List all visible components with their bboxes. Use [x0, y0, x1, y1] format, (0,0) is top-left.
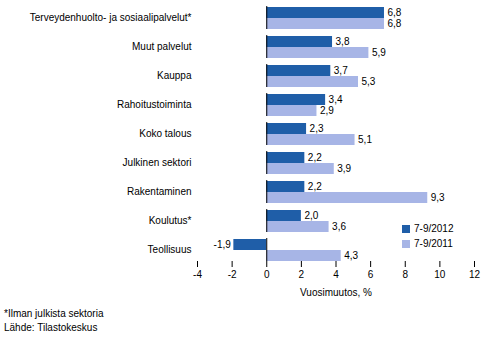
svg-text:-1,9: -1,9: [214, 239, 232, 250]
svg-text:Kauppa: Kauppa: [157, 70, 192, 81]
svg-text:Terveydenhuolto- ja sosiaalipa: Terveydenhuolto- ja sosiaalipalvelut*: [30, 12, 192, 23]
svg-text:Muut palvelut: Muut palvelut: [132, 41, 192, 52]
html-text:7-9/2011: 7-9/2011: [414, 238, 453, 249]
svg-text:6,8: 6,8: [387, 7, 401, 18]
svg-text:Rahoitustoiminta: Rahoitustoiminta: [117, 99, 192, 110]
svg-text:5,3: 5,3: [362, 76, 376, 87]
svg-text:8: 8: [402, 269, 408, 280]
svg-text:3,7: 3,7: [334, 65, 348, 76]
svg-text:2,2: 2,2: [308, 181, 322, 192]
html-text:Lähde: Tilastokeskus: Lähde: Tilastokeskus: [4, 322, 98, 333]
svg-text:3,4: 3,4: [329, 94, 343, 105]
svg-text:3,9: 3,9: [337, 163, 351, 174]
html-text:7-9/2012: 7-9/2012: [414, 223, 454, 234]
svg-text:12: 12: [469, 269, 481, 280]
svg-text:Rakentaminen: Rakentaminen: [127, 186, 191, 197]
svg-text:Koko talous: Koko talous: [139, 128, 191, 139]
svg-text:-2: -2: [228, 269, 237, 280]
svg-text:5,1: 5,1: [358, 134, 372, 145]
svg-text:0: 0: [264, 269, 270, 280]
svg-text:Teollisuus: Teollisuus: [148, 244, 192, 255]
svg-text:2,0: 2,0: [304, 210, 318, 221]
svg-text:5,9: 5,9: [372, 47, 386, 58]
svg-text:Koulutus*: Koulutus*: [149, 215, 192, 226]
svg-text:2: 2: [299, 269, 305, 280]
svg-text:6,8: 6,8: [387, 18, 401, 29]
html-text:*Ilman julkista sektoria: *Ilman julkista sektoria: [4, 308, 104, 319]
svg-text:10: 10: [434, 269, 446, 280]
svg-text:6: 6: [368, 269, 374, 280]
svg-text:9,3: 9,3: [431, 192, 445, 203]
svg-text:Julkinen sektori: Julkinen sektori: [123, 157, 192, 168]
svg-text:2,9: 2,9: [320, 105, 334, 116]
svg-text:2,2: 2,2: [308, 152, 322, 163]
svg-text:2,3: 2,3: [310, 123, 324, 134]
svg-text:3,6: 3,6: [332, 221, 346, 232]
svg-text:-4: -4: [193, 269, 202, 280]
svg-text:3,8: 3,8: [336, 36, 350, 47]
svg-text:4: 4: [333, 269, 339, 280]
svg-text:Vuosimuutos, %: Vuosimuutos, %: [300, 287, 372, 298]
svg-text:4,3: 4,3: [344, 250, 358, 261]
